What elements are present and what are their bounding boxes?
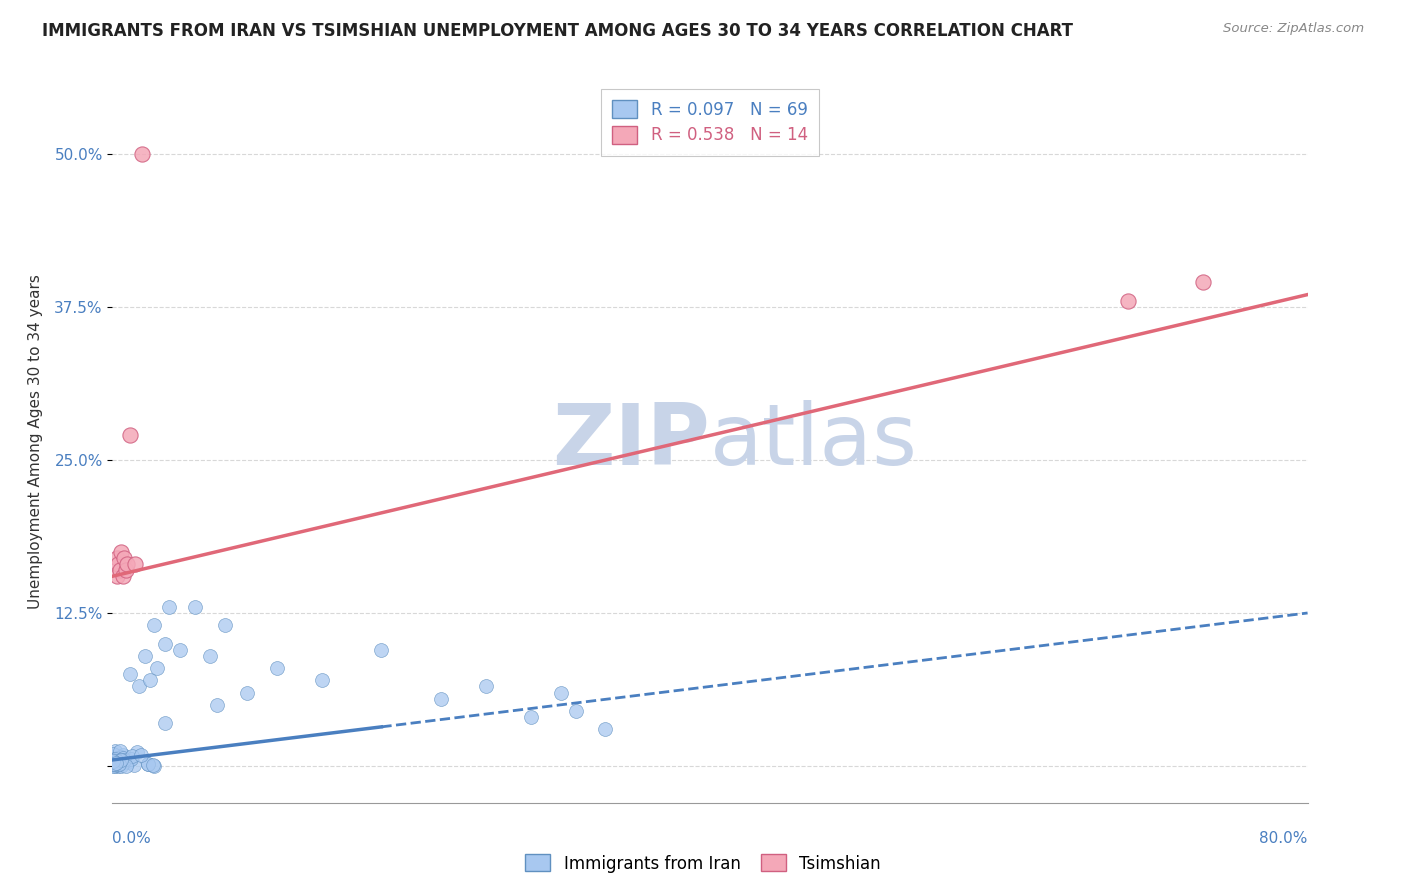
Point xyxy=(103,758,125,772)
Point xyxy=(117,557,139,571)
Point xyxy=(139,673,162,688)
Point xyxy=(138,757,160,772)
Point xyxy=(120,667,142,681)
Point xyxy=(103,758,125,772)
Point xyxy=(104,759,127,773)
Point xyxy=(134,648,156,663)
Text: 80.0%: 80.0% xyxy=(1260,830,1308,846)
Point xyxy=(110,759,132,773)
Point xyxy=(108,756,131,771)
Point xyxy=(103,757,125,772)
Point xyxy=(103,754,125,768)
Point xyxy=(107,758,129,772)
Point xyxy=(105,569,128,583)
Point xyxy=(105,550,128,565)
Point xyxy=(595,723,617,737)
Point xyxy=(110,753,132,767)
Point xyxy=(115,563,138,577)
Point xyxy=(205,698,228,712)
Text: 0.0%: 0.0% xyxy=(112,830,152,846)
Text: ZIP: ZIP xyxy=(553,400,710,483)
Point xyxy=(122,758,145,772)
Point xyxy=(105,757,128,772)
Point xyxy=(370,642,392,657)
Point xyxy=(311,673,333,688)
Point xyxy=(117,756,139,770)
Point xyxy=(153,716,176,731)
Point xyxy=(112,756,135,770)
Point xyxy=(143,618,166,632)
Point xyxy=(214,618,236,632)
Point xyxy=(105,751,128,765)
Point xyxy=(112,751,135,765)
Text: IMMIGRANTS FROM IRAN VS TSIMSHIAN UNEMPLOYMENT AMONG AGES 30 TO 34 YEARS CORRELA: IMMIGRANTS FROM IRAN VS TSIMSHIAN UNEMPL… xyxy=(42,22,1073,40)
Point xyxy=(1192,276,1215,290)
Point xyxy=(104,757,127,772)
Point xyxy=(112,747,135,762)
Point xyxy=(105,756,128,770)
Point xyxy=(112,755,135,769)
Point xyxy=(143,758,166,772)
Point xyxy=(103,744,125,758)
Text: Source: ZipAtlas.com: Source: ZipAtlas.com xyxy=(1223,22,1364,36)
Point xyxy=(114,550,135,565)
Point xyxy=(475,680,498,694)
Point xyxy=(236,685,259,699)
Point xyxy=(103,752,125,766)
Point xyxy=(131,146,153,161)
Point xyxy=(169,642,191,657)
Point xyxy=(121,749,143,764)
Text: atlas: atlas xyxy=(710,400,918,483)
Point xyxy=(110,545,132,559)
Point xyxy=(112,753,135,767)
Point xyxy=(128,680,150,694)
Point xyxy=(108,744,131,758)
Point xyxy=(111,569,134,583)
Legend: R = 0.097   N = 69, R = 0.538   N = 14: R = 0.097 N = 69, R = 0.538 N = 14 xyxy=(600,88,820,156)
Point xyxy=(520,710,543,724)
Point xyxy=(105,757,128,772)
Point xyxy=(115,758,138,772)
Y-axis label: Unemployment Among Ages 30 to 34 years: Unemployment Among Ages 30 to 34 years xyxy=(28,274,44,609)
Point xyxy=(157,599,180,614)
Point xyxy=(103,758,125,772)
Point xyxy=(198,648,221,663)
Point xyxy=(108,563,131,577)
Point xyxy=(105,754,128,768)
Point xyxy=(104,758,127,772)
Point xyxy=(266,661,288,675)
Point xyxy=(108,757,131,772)
Point xyxy=(120,428,142,442)
Point xyxy=(129,748,152,763)
Point xyxy=(103,753,125,767)
Point xyxy=(107,754,129,768)
Point xyxy=(183,599,205,614)
Point xyxy=(120,752,142,766)
Point xyxy=(564,704,586,718)
Point xyxy=(153,637,176,651)
Point xyxy=(136,756,159,771)
Point xyxy=(142,758,165,772)
Point xyxy=(550,685,572,699)
Point xyxy=(103,757,125,772)
Point xyxy=(103,747,125,761)
Point xyxy=(125,745,148,759)
Point xyxy=(430,691,453,706)
Point xyxy=(110,750,132,764)
Legend: Immigrants from Iran, Tsimshian: Immigrants from Iran, Tsimshian xyxy=(519,847,887,880)
Point xyxy=(1118,293,1140,308)
Point xyxy=(107,557,129,571)
Point xyxy=(104,752,127,766)
Point xyxy=(115,755,138,769)
Point xyxy=(146,661,169,675)
Point xyxy=(124,557,146,571)
Point xyxy=(104,756,127,771)
